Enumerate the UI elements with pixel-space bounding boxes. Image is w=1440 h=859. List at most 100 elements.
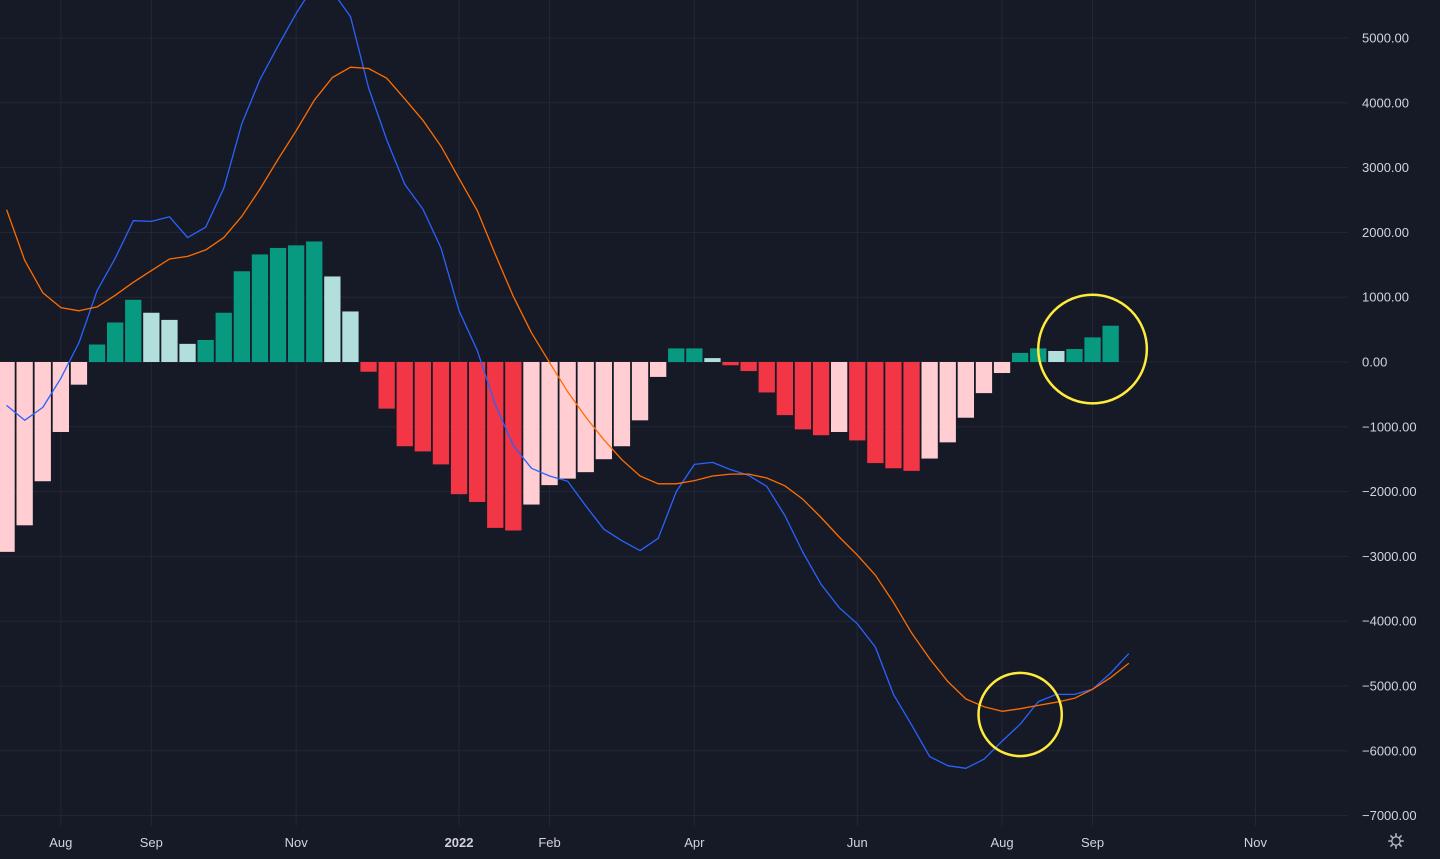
histogram-bar xyxy=(179,343,196,362)
x-tick-label: Nov xyxy=(285,835,309,850)
x-tick-label: 2022 xyxy=(445,835,474,850)
histogram-bar xyxy=(849,362,866,441)
histogram-bar xyxy=(324,276,341,362)
histogram-bar xyxy=(450,362,468,495)
histogram-bar xyxy=(432,362,450,465)
histogram-bar xyxy=(88,344,106,362)
histogram-bar xyxy=(360,362,377,372)
histogram-bar xyxy=(161,319,178,362)
x-tick-label: Apr xyxy=(684,835,705,850)
histogram-bar xyxy=(867,362,884,464)
histogram-bar xyxy=(613,362,631,447)
histogram-bar xyxy=(704,358,721,362)
histogram-bar xyxy=(1048,350,1065,362)
y-tick-label: −7000.00 xyxy=(1362,808,1417,823)
y-tick-label: −6000.00 xyxy=(1362,743,1417,758)
histogram-bar xyxy=(740,362,757,372)
histogram-bar xyxy=(776,362,793,416)
gear-icon-tooth xyxy=(1398,835,1402,839)
histogram-bar xyxy=(1012,352,1029,362)
histogram-bar xyxy=(885,362,902,469)
histogram-bars xyxy=(0,241,1119,552)
histogram-bar xyxy=(70,362,88,385)
histogram-bar xyxy=(559,362,576,479)
histogram-bar xyxy=(125,299,142,362)
x-tick-label: Aug xyxy=(49,835,72,850)
histogram-bar xyxy=(197,339,214,362)
histogram-bar xyxy=(650,362,667,377)
histogram-bar xyxy=(595,362,612,460)
y-tick-label: 3000.00 xyxy=(1362,160,1409,175)
histogram-bar xyxy=(16,362,33,526)
histogram-bar xyxy=(812,362,830,436)
histogram-bar xyxy=(414,362,431,452)
histogram-bar xyxy=(975,362,993,394)
histogram-bar xyxy=(523,362,540,505)
histogram-bar xyxy=(794,362,812,430)
histogram-bar xyxy=(631,362,649,421)
y-tick-label: 2000.00 xyxy=(1362,225,1409,240)
histogram-bar xyxy=(143,312,160,362)
histogram-bar xyxy=(52,362,69,432)
histogram-bar xyxy=(107,322,124,362)
price-axis[interactable]: 5000.00 4000.00 3000.00 2000.00 1000.00 0.00 −… xyxy=(1348,0,1440,854)
histogram-bar xyxy=(269,247,287,362)
macd-line xyxy=(6,0,1130,769)
histogram-bar xyxy=(0,362,15,552)
y-tick-label: 5000.00 xyxy=(1362,31,1409,46)
histogram-bar xyxy=(831,362,848,432)
settings-gear-icon[interactable] xyxy=(1388,832,1404,850)
histogram-bar xyxy=(251,254,269,362)
gear-icon-tooth xyxy=(1390,843,1394,847)
y-tick-label: −3000.00 xyxy=(1362,549,1417,564)
x-tick-label: Aug xyxy=(990,835,1013,850)
histogram-bar xyxy=(957,362,974,418)
histogram-bar xyxy=(686,348,703,362)
y-tick-label: −5000.00 xyxy=(1362,679,1417,694)
histogram-bar xyxy=(1066,349,1083,362)
y-tick-label: −1000.00 xyxy=(1362,419,1417,434)
signal-lines xyxy=(5,0,1130,769)
histogram-bar xyxy=(758,362,775,393)
histogram-bar xyxy=(668,348,685,362)
price-axis-background[interactable] xyxy=(1348,0,1440,854)
histogram-bar xyxy=(722,362,739,366)
histogram-bar xyxy=(541,362,558,486)
histogram-bar xyxy=(306,241,323,362)
annotation-circle-1 xyxy=(1037,293,1149,405)
y-tick-label: −4000.00 xyxy=(1362,614,1417,629)
histogram-bar xyxy=(939,362,956,443)
y-tick-label: 4000.00 xyxy=(1362,95,1409,110)
gear-icon-tooth xyxy=(1390,835,1394,839)
histogram-bar xyxy=(378,362,395,409)
y-tick-label: 0.00 xyxy=(1362,355,1387,370)
x-tick-label: Nov xyxy=(1244,835,1268,850)
y-tick-label: 1000.00 xyxy=(1362,290,1409,305)
histogram-bar xyxy=(288,245,305,362)
histogram-bar xyxy=(487,362,504,528)
histogram-bar xyxy=(342,311,359,362)
histogram-bar xyxy=(215,312,232,362)
x-tick-label: Sep xyxy=(140,835,163,850)
histogram-bar xyxy=(34,362,51,482)
y-tick-label: −2000.00 xyxy=(1362,484,1417,499)
histogram-bar xyxy=(396,362,413,447)
annotation-circle-2 xyxy=(977,671,1064,758)
histogram-bar xyxy=(921,362,938,459)
signal-line xyxy=(5,66,1130,712)
x-tick-label: Sep xyxy=(1081,835,1104,850)
histogram-bar xyxy=(1102,325,1119,362)
gear-icon-tooth xyxy=(1398,843,1402,847)
x-tick-label: Feb xyxy=(538,835,560,850)
histogram-bar xyxy=(903,362,920,471)
x-tick-label: Jun xyxy=(847,835,868,850)
grid-lines xyxy=(0,0,1348,826)
annotations xyxy=(977,293,1149,758)
histogram-bar xyxy=(993,362,1011,374)
histogram-bar xyxy=(1084,337,1101,362)
histogram-bar xyxy=(233,271,250,362)
histogram-bar xyxy=(469,362,486,502)
time-axis[interactable]: Aug Sep Nov 2022 Feb Apr Jun Aug Sep Nov xyxy=(49,835,1267,850)
